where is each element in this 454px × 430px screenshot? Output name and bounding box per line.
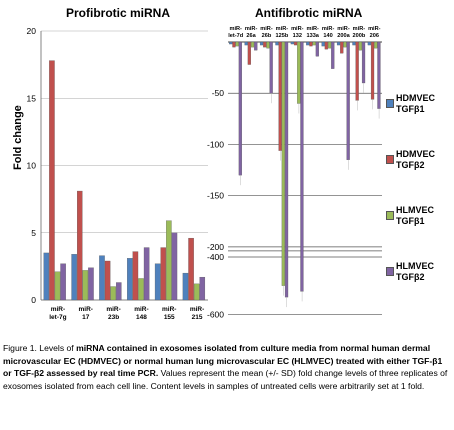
bar <box>233 42 236 47</box>
bar <box>353 42 356 45</box>
bar <box>368 42 371 45</box>
figure-caption: Figure 1. Levels of miRNA contained in e… <box>3 342 451 392</box>
x-tick-label: 200a <box>337 33 350 39</box>
bar <box>313 42 316 45</box>
y-tick-label: -400 <box>207 252 224 262</box>
bar <box>245 42 248 45</box>
x-tick-label: miR- <box>291 26 304 32</box>
legend-label: HDMVEC TGFβ2 <box>396 149 435 171</box>
x-tick-label: miR- <box>276 26 289 32</box>
legend-item: HLMVEC TGFβ2 <box>378 261 454 317</box>
legend-item: HDMVEC TGFβ2 <box>378 149 454 205</box>
bar <box>310 42 313 46</box>
bar <box>356 42 359 100</box>
x-tick-label: miR- <box>306 26 319 32</box>
bar <box>294 42 297 45</box>
x-tick-label: miR- <box>260 26 273 32</box>
bar <box>337 42 340 45</box>
legend-item: HLMVEC TGFβ1 <box>378 205 454 261</box>
bar <box>260 42 263 45</box>
x-tick-label: let-7d <box>228 33 244 39</box>
x-tick-label: 132 <box>293 33 302 39</box>
bar <box>229 42 232 44</box>
x-tick-label: 206 <box>370 33 379 39</box>
bar <box>248 42 251 65</box>
legend-swatch <box>386 155 394 164</box>
legend-item: HDMVEC TGFβ1 <box>378 93 454 149</box>
bar <box>276 42 279 45</box>
bar <box>371 42 374 99</box>
x-tick-label: 26b <box>262 33 272 39</box>
x-tick-label: 200b <box>353 33 366 39</box>
legend-label: HDMVEC TGFβ1 <box>396 93 435 115</box>
y-tick-label: -50 <box>212 88 225 98</box>
bar <box>291 42 294 44</box>
bar <box>359 42 362 50</box>
bar <box>306 42 309 45</box>
bar <box>362 42 365 83</box>
bar <box>325 42 328 49</box>
x-tick-label: miR- <box>229 26 242 32</box>
y-tick-label: -100 <box>207 139 224 149</box>
bar <box>279 42 282 151</box>
legend: HDMVEC TGFβ1 HDMVEC TGFβ2 HLMVEC TGFβ1 H… <box>378 93 454 317</box>
bar <box>374 42 377 48</box>
bar <box>301 42 304 291</box>
bar <box>254 42 257 50</box>
caption-prefix: Figure 1. Levels of <box>3 343 76 353</box>
x-tick-label: miR- <box>368 26 381 32</box>
bar <box>282 42 285 286</box>
legend-label: HLMVEC TGFβ1 <box>396 205 434 227</box>
y-tick-label: -600 <box>207 309 224 319</box>
legend-swatch <box>386 99 394 108</box>
x-tick-label: 125b <box>276 33 289 39</box>
bar <box>344 42 347 47</box>
x-tick-label: miR- <box>245 26 258 32</box>
bar <box>239 42 242 175</box>
bar <box>322 42 325 46</box>
x-tick-label: 26a <box>246 33 256 39</box>
bar <box>328 42 331 48</box>
bar <box>267 42 270 48</box>
x-tick-label: 133a <box>306 33 319 39</box>
bar <box>347 42 350 160</box>
bar <box>263 42 266 47</box>
x-tick-label: 140 <box>323 33 332 39</box>
bar <box>340 42 343 53</box>
y-tick-label: -150 <box>207 191 224 201</box>
legend-label: HLMVEC TGFβ2 <box>396 261 434 283</box>
bar <box>236 42 239 46</box>
bar <box>316 42 319 56</box>
x-tick-label: miR- <box>322 26 335 32</box>
bar <box>251 42 254 47</box>
bar <box>331 42 334 69</box>
y-tick-label: -200 <box>207 242 224 252</box>
legend-swatch <box>386 267 394 276</box>
x-tick-label: miR- <box>353 26 366 32</box>
legend-swatch <box>386 211 394 220</box>
bar <box>285 42 288 297</box>
bar <box>297 42 300 103</box>
bar <box>270 42 273 93</box>
x-tick-label: miR- <box>337 26 350 32</box>
